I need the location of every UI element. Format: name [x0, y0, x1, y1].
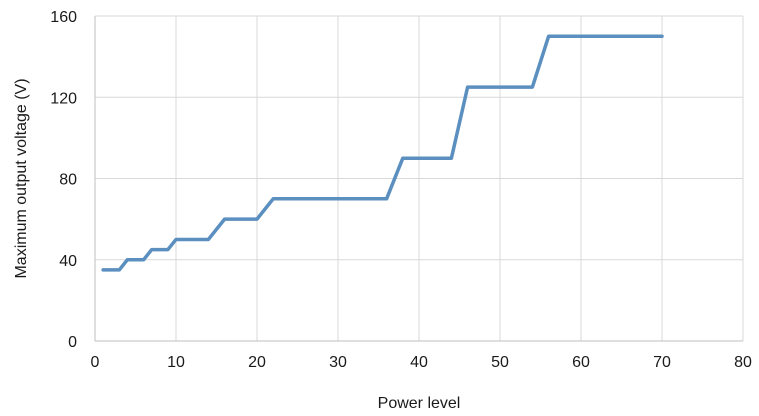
grid	[95, 15, 744, 341]
x-tick-label: 30	[329, 354, 347, 371]
x-tick-labels: 0 10 20 30 40 50 60 70 80	[91, 354, 752, 371]
x-tick-label: 10	[167, 354, 185, 371]
y-tick-labels: 0 40 80 120 160	[50, 9, 77, 351]
x-tick-label: 80	[734, 354, 752, 371]
y-tick-label: 0	[68, 334, 77, 351]
x-tick-label: 20	[248, 354, 266, 371]
x-tick-label: 70	[653, 354, 671, 371]
series-group	[101, 34, 664, 272]
x-tick-label: 60	[572, 354, 590, 371]
y-tick-label: 160	[50, 9, 77, 26]
y-tick-label: 120	[50, 90, 77, 107]
x-tick-label: 50	[491, 354, 509, 371]
axes	[94, 16, 743, 342]
series-line	[101, 34, 664, 272]
y-axis-title: Maximum output voltage (V)	[13, 78, 30, 278]
y-tick-label: 40	[59, 253, 77, 270]
x-axis-title: Power level	[378, 395, 461, 412]
x-tick-label: 40	[410, 354, 428, 371]
x-tick-label: 0	[91, 354, 100, 371]
y-tick-label: 80	[59, 172, 77, 189]
